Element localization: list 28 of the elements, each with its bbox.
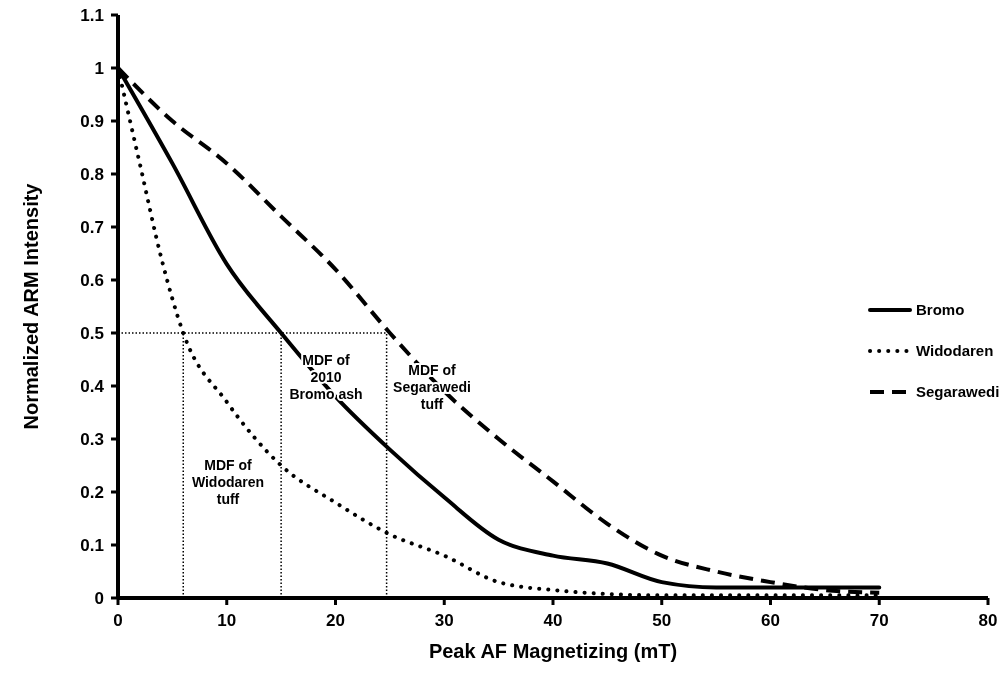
y-tick-label: 0.1 [80, 535, 104, 555]
y-tick-label: 0.8 [80, 164, 104, 184]
x-tick-label: 70 [869, 611, 889, 630]
y-tick-label: 0.5 [80, 323, 104, 343]
legend-label: Widodaren [916, 342, 994, 360]
y-tick-label: 0 [94, 588, 104, 608]
x-tick-label: 40 [543, 611, 563, 630]
x-tick-label: 30 [434, 611, 454, 630]
y-tick-label: 0.9 [80, 111, 104, 131]
legend-label: Segarawedi [916, 383, 1000, 401]
legend-label: Bromo [916, 301, 965, 319]
y-tick-label: 1 [94, 58, 104, 78]
y-tick-label: 1.1 [80, 5, 104, 25]
x-tick-label: 60 [761, 611, 780, 630]
x-tick-label: 50 [652, 611, 672, 630]
y-tick-label: 0.4 [80, 376, 105, 396]
annotation: MDF of Segarawedi tuff [393, 362, 471, 412]
x-tick-label: 80 [978, 611, 998, 630]
x-tick-label: 20 [326, 611, 345, 630]
y-tick-label: 0.6 [80, 270, 104, 290]
x-tick-label: 0 [113, 611, 123, 630]
annotation: MDF of Widodaren tuff [191, 457, 265, 507]
y-tick-label: 0.3 [80, 429, 104, 449]
y-tick-label: 0.7 [80, 217, 104, 237]
x-axis-title: Peak AF Magnetizing (mT) [428, 640, 678, 662]
x-tick-label: 10 [217, 611, 237, 630]
y-tick-label: 0.2 [80, 482, 104, 502]
y-axis-title: Normalized ARM Intensity [20, 182, 42, 430]
